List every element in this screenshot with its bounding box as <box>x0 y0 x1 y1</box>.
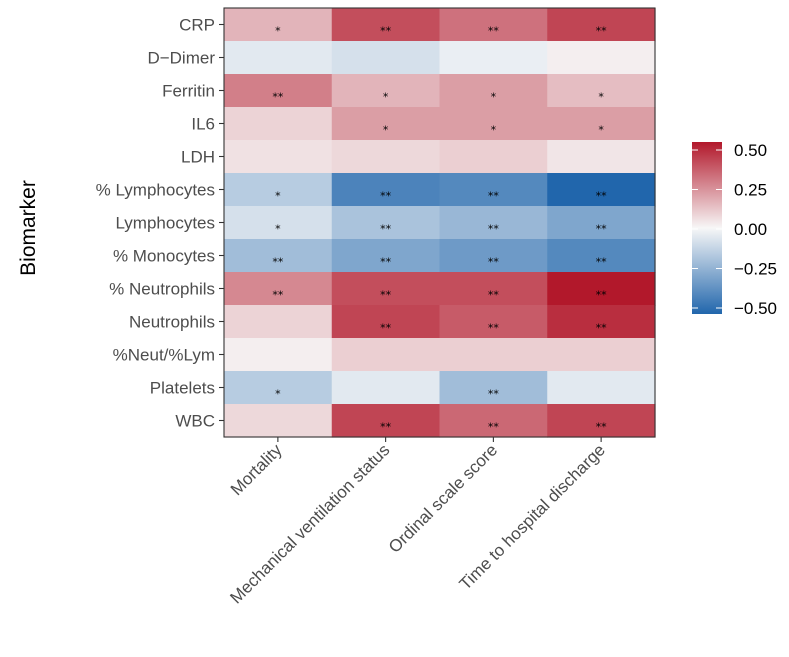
significance-marker: ** <box>488 421 500 434</box>
heatmap-cells <box>224 8 656 438</box>
significance-marker: ** <box>380 223 392 236</box>
y-tick-label: CRP <box>179 16 215 35</box>
legend-tick-label: 0.50 <box>734 141 767 160</box>
significance-marker: ** <box>596 223 608 236</box>
significance-marker: ** <box>380 25 392 38</box>
heatmap-cell <box>224 107 332 141</box>
y-tick-label: %Neut/%Lym <box>113 346 215 365</box>
significance-marker: ** <box>488 25 500 38</box>
y-tick-label: Platelets <box>150 379 215 398</box>
significance-marker: ** <box>380 256 392 269</box>
significance-marker: ** <box>596 289 608 302</box>
significance-marker: ** <box>596 421 608 434</box>
y-tick-label: Ferritin <box>162 82 215 101</box>
significance-marker: ** <box>380 289 392 302</box>
significance-marker: ** <box>488 223 500 236</box>
heatmap-cell <box>547 41 655 75</box>
significance-marker: ** <box>596 256 608 269</box>
significance-marker: * <box>383 91 389 104</box>
significance-marker: ** <box>488 388 500 401</box>
color-legend: 0.50 0.25 0.00 −0.25 −0.50 <box>692 141 777 318</box>
heatmap-cell <box>547 140 655 174</box>
significance-marker: ** <box>596 322 608 335</box>
y-tick-label: WBC <box>175 412 215 431</box>
color-legend-bar <box>692 142 722 314</box>
heatmap-cell <box>332 371 440 405</box>
heatmap-cell <box>547 338 655 372</box>
legend-tick-label: 0.00 <box>734 220 767 239</box>
significance-marker: ** <box>488 190 500 203</box>
y-axis-ticks: CRP D−Dimer Ferritin IL6 LDH % Lymphocytes Lym… <box>96 16 224 431</box>
heatmap-cell <box>224 140 332 174</box>
significance-marker: ** <box>272 289 284 302</box>
heatmap-cell <box>224 305 332 339</box>
significance-marker: ** <box>272 91 284 104</box>
y-axis-title: Biomarker <box>17 180 40 276</box>
legend-tick-label: −0.50 <box>734 299 777 318</box>
x-tick-label: Ordinal scale score <box>385 440 501 556</box>
y-tick-label: % Lymphocytes <box>96 181 215 200</box>
significance-marker: * <box>383 124 389 137</box>
y-tick-label: % Neutrophils <box>109 280 215 299</box>
significance-marker: ** <box>488 289 500 302</box>
significance-marker: * <box>275 388 281 401</box>
significance-marker: * <box>598 91 604 104</box>
heatmap-cell <box>332 41 440 75</box>
legend-tick-label: 0.25 <box>734 181 767 200</box>
significance-marker: ** <box>272 256 284 269</box>
y-tick-label: D−Dimer <box>147 49 215 68</box>
significance-marker: ** <box>596 190 608 203</box>
y-tick-label: % Monocytes <box>113 247 215 266</box>
heatmap-cell <box>224 338 332 372</box>
y-tick-label: Lymphocytes <box>115 214 215 233</box>
significance-marker: ** <box>380 190 392 203</box>
y-tick-label: IL6 <box>191 115 215 134</box>
heatmap-cell <box>332 338 440 372</box>
heatmap-cell <box>440 338 548 372</box>
significance-marker: ** <box>380 421 392 434</box>
significance-marker: ** <box>488 322 500 335</box>
significance-marker: * <box>275 25 281 38</box>
heatmap-cell <box>440 41 548 75</box>
heatmap-cell <box>547 371 655 405</box>
significance-marker: ** <box>380 322 392 335</box>
significance-marker: * <box>598 124 604 137</box>
significance-marker: * <box>275 223 281 236</box>
significance-marker: * <box>275 190 281 203</box>
significance-marker: ** <box>596 25 608 38</box>
heatmap-cell <box>440 140 548 174</box>
heatmap-cell <box>224 41 332 75</box>
heatmap-cell <box>224 404 332 438</box>
significance-marker: ** <box>488 256 500 269</box>
significance-marker: * <box>491 91 497 104</box>
significance-marker: * <box>491 124 497 137</box>
y-tick-label: Neutrophils <box>129 313 215 332</box>
y-tick-label: LDH <box>181 148 215 167</box>
legend-tick-label: −0.25 <box>734 260 777 279</box>
x-tick-label: Mortality <box>227 440 286 499</box>
heatmap-cell <box>332 140 440 174</box>
